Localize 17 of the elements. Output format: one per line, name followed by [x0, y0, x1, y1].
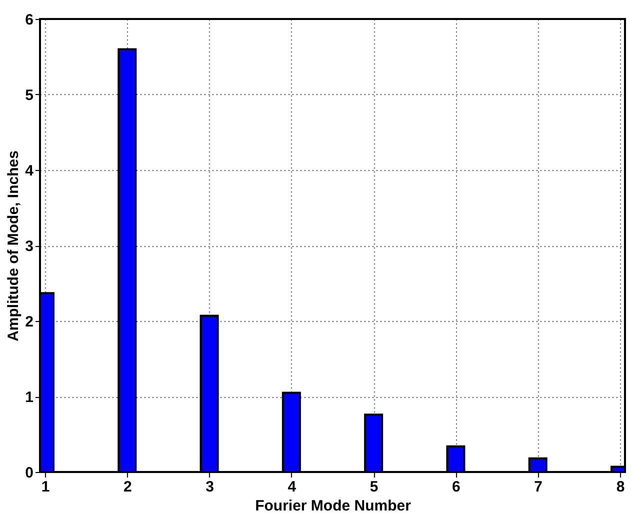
y-tick-label: 1: [25, 389, 34, 406]
y-tick-label: 0: [25, 464, 34, 482]
x-tick-label: 6: [452, 478, 460, 496]
y-tick-label: 3: [25, 238, 34, 255]
y-tick-label: 6: [25, 12, 34, 28]
x-tick-label: 2: [123, 478, 132, 496]
x-tick-label: 4: [288, 478, 297, 496]
x-tick-label: 7: [534, 478, 543, 496]
x-tick-label: 3: [206, 478, 214, 496]
y-tick-label: 2: [25, 314, 34, 330]
x-tick-label: 8: [616, 478, 625, 496]
x-tick-label: 1: [41, 478, 50, 496]
y-axis-title: Amplitude of Mode, Inches: [5, 150, 22, 342]
x-axis-title: Fourier Mode Number: [255, 498, 412, 514]
y-tick-label: 5: [25, 87, 34, 104]
y-tick-label: 4: [25, 162, 34, 180]
x-tick-label: 5: [370, 478, 378, 496]
